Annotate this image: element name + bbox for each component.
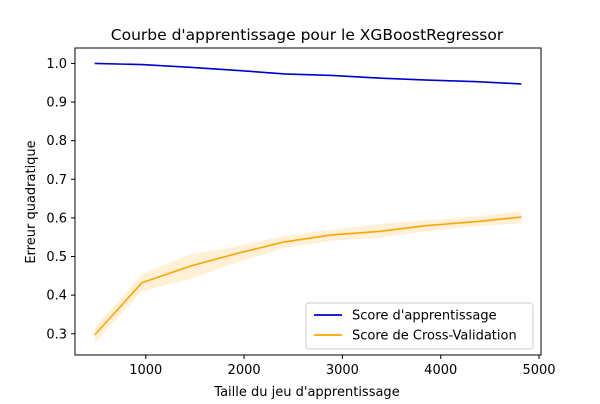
chart-title: Courbe d'apprentissage pour le XGBoostRe…: [111, 26, 504, 44]
legend: Score d'apprentissage Score de Cross-Vali…: [305, 302, 534, 350]
y-axis-label: Erreur quadratique: [24, 140, 39, 263]
y-tick-label: 0.5: [46, 250, 67, 265]
y-tick-label: 0.3: [46, 327, 67, 342]
plot-area-frame: [74, 47, 542, 356]
y-tick-label: 1.0: [46, 57, 67, 72]
x-tick-label: 2000: [228, 363, 261, 378]
x-axis: 1000 2000 3000 4000 5000: [129, 355, 556, 378]
y-tick-label: 0.7: [46, 173, 67, 188]
series-2-line: [94, 216, 522, 336]
x-tick-label: 4000: [424, 363, 457, 378]
y-tick-label: 0.6: [46, 211, 67, 226]
series-lines: [94, 62, 522, 336]
legend-box: [305, 302, 534, 350]
legend-label-1: Score d'apprentissage: [352, 309, 497, 324]
x-tick-label: 3000: [326, 363, 359, 378]
y-tick-label: 0.9: [46, 96, 67, 111]
legend-label-2: Score de Cross-Validation: [352, 329, 517, 344]
y-tick-label: 0.8: [46, 134, 67, 149]
series-1-line: [94, 62, 522, 85]
y-axis: 0.3 0.4 0.5 0.6 0.7 0.8 0.9 1.0: [46, 57, 75, 342]
x-tick-label: 1000: [129, 363, 162, 378]
confidence-bands: [94, 63, 522, 343]
x-tick-label: 5000: [522, 363, 555, 378]
x-axis-label: Taille du jeu d'apprentissage: [213, 385, 399, 400]
y-tick-label: 0.4: [46, 289, 67, 304]
